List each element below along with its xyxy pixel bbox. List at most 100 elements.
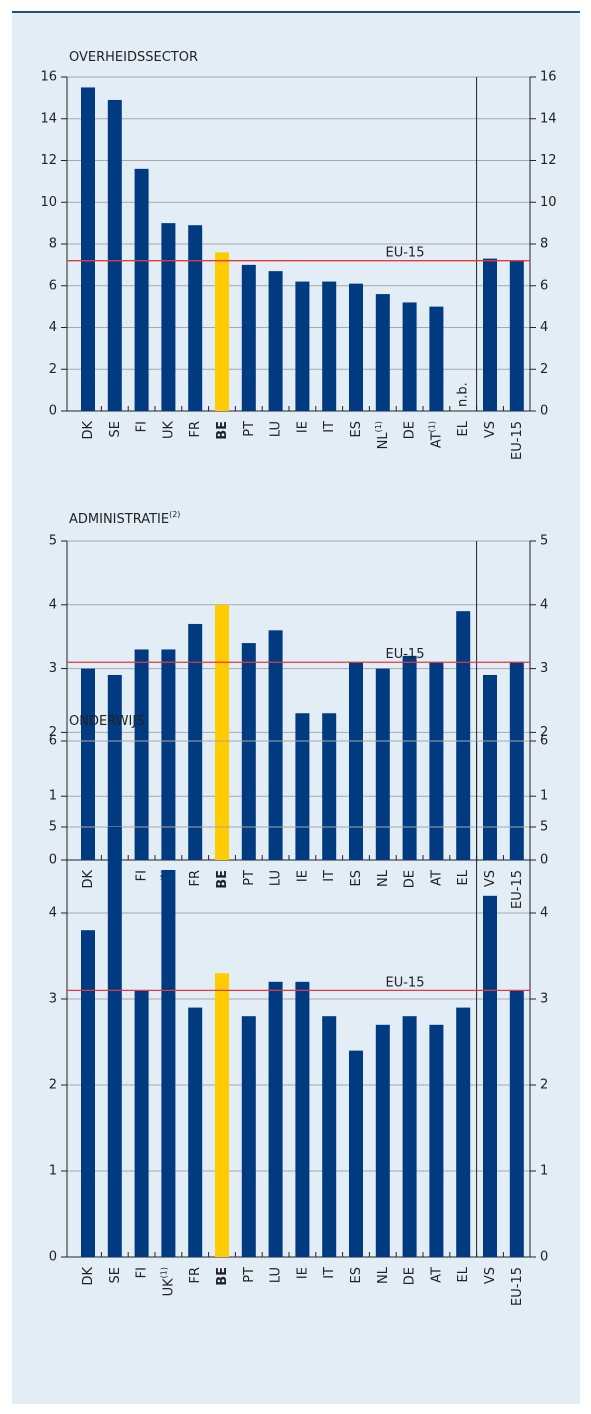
bar [375, 294, 390, 411]
x-tick-label: LU [268, 1267, 283, 1283]
x-tick-label: VS [483, 421, 498, 438]
bar [456, 1007, 471, 1257]
y2-tick-label: 2 [540, 362, 548, 377]
bar [456, 611, 471, 860]
bar [268, 271, 283, 411]
y-tick-label: 4 [49, 597, 57, 612]
bar [483, 674, 497, 860]
y-tick-label: 2 [49, 362, 57, 377]
x-tick-label: BE [215, 1267, 230, 1286]
bar [81, 668, 95, 860]
bar [134, 168, 149, 411]
x-tick-label: DE [402, 421, 417, 439]
bar [322, 713, 337, 860]
bar [429, 306, 444, 411]
x-tick-label-group: BE [215, 870, 230, 889]
x-tick-label: FI [134, 421, 149, 432]
x-tick-label-group: BE [215, 421, 230, 440]
x-tick-label-group: NL(1) [374, 421, 391, 449]
x-tick-label-group: ES [349, 1267, 364, 1283]
x-tick-label: DE [402, 1267, 417, 1285]
bar [295, 281, 310, 411]
y-tick-label: 3 [49, 992, 57, 1007]
x-tick-label: IE [295, 870, 310, 882]
bar [375, 668, 390, 860]
bar [188, 225, 203, 411]
x-tick-label-group: IT [322, 1267, 337, 1279]
x-tick-label: NL [375, 869, 390, 887]
y2-tick-label: 6 [540, 734, 548, 749]
x-tick-label: UK [161, 1278, 176, 1297]
x-tick-label: EL [456, 1266, 471, 1282]
title-text: ONDERWIJS [69, 714, 144, 729]
x-tick-label-group: PT [241, 1267, 256, 1283]
y2-tick-label: 6 [540, 278, 548, 293]
x-tick-label: DK [81, 421, 96, 440]
reference-label: EU-15 [386, 975, 425, 990]
x-tick-label-group: UK [161, 421, 176, 440]
bar [509, 260, 524, 411]
x-tick-label-group: NL [375, 1266, 390, 1284]
x-tick-label: IE [295, 421, 310, 433]
chart-title: OVERHEIDSSECTOR [69, 50, 198, 65]
bar [241, 643, 256, 860]
bar [349, 662, 363, 860]
x-tick-label-group: AT [429, 1267, 444, 1283]
y-tick-label: 6 [49, 278, 57, 293]
missing-label: n.b. [456, 382, 471, 407]
x-tick-label-group: IE [295, 870, 310, 882]
x-tick-label-group: EU-15 [509, 1267, 524, 1306]
y-tick-label: 4 [49, 320, 57, 335]
y2-tick-label: 5 [540, 534, 548, 549]
bar [215, 973, 229, 1257]
x-tick-label: DE [402, 870, 417, 888]
x-tick-label: IT [322, 421, 337, 433]
x-tick-label: ES [349, 870, 364, 886]
y2-tick-label: 0 [540, 404, 548, 419]
bar [349, 283, 363, 411]
x-tick-label: AT [429, 432, 444, 448]
x-tick-note: (1) [374, 421, 383, 432]
bar [483, 258, 497, 411]
x-tick-label-group: EL [456, 1266, 471, 1282]
x-tick-label: SE [107, 421, 122, 437]
y2-tick-label: 3 [540, 661, 548, 676]
reference-label: EU-15 [386, 647, 425, 662]
x-tick-label: EU-15 [509, 870, 524, 909]
y-tick-label: 14 [40, 111, 57, 126]
y-tick-label: 0 [49, 1250, 57, 1265]
bar [188, 1007, 203, 1257]
x-tick-label-group: FI [134, 1267, 149, 1278]
y2-tick-label: 12 [540, 153, 557, 168]
bar [375, 1024, 390, 1257]
x-tick-label-group: DK [81, 870, 96, 889]
x-tick-label: LU [268, 421, 283, 437]
x-tick-label-group: DE [402, 870, 417, 888]
x-tick-label: FR [188, 1267, 203, 1284]
bar [81, 87, 95, 411]
bar [402, 655, 417, 860]
x-tick-label-group: DE [402, 421, 417, 439]
bar [402, 1016, 417, 1257]
x-tick-label-group: FR [188, 421, 203, 438]
x-tick-label-group: VS [483, 421, 498, 438]
y-tick-label: 1 [49, 1164, 57, 1179]
x-tick-label: UK [161, 421, 176, 440]
x-tick-label: ES [349, 421, 364, 437]
x-tick-label-group: DK [81, 421, 96, 440]
y-tick-label: 0 [49, 404, 57, 419]
y2-tick-label: 0 [540, 853, 548, 868]
x-tick-label: FR [188, 870, 203, 887]
x-tick-label-group: LU [268, 870, 283, 886]
x-tick-label: ES [349, 1267, 364, 1283]
bar [107, 99, 122, 412]
x-tick-label-group: DK [81, 1267, 96, 1286]
y2-tick-label: 4 [540, 906, 548, 921]
y2-tick-label: 10 [540, 195, 557, 210]
bar [241, 264, 256, 411]
bar [268, 630, 283, 860]
x-tick-label: IE [295, 1267, 310, 1279]
x-tick-label: NL [375, 1266, 390, 1284]
y2-tick-label: 4 [540, 597, 548, 612]
